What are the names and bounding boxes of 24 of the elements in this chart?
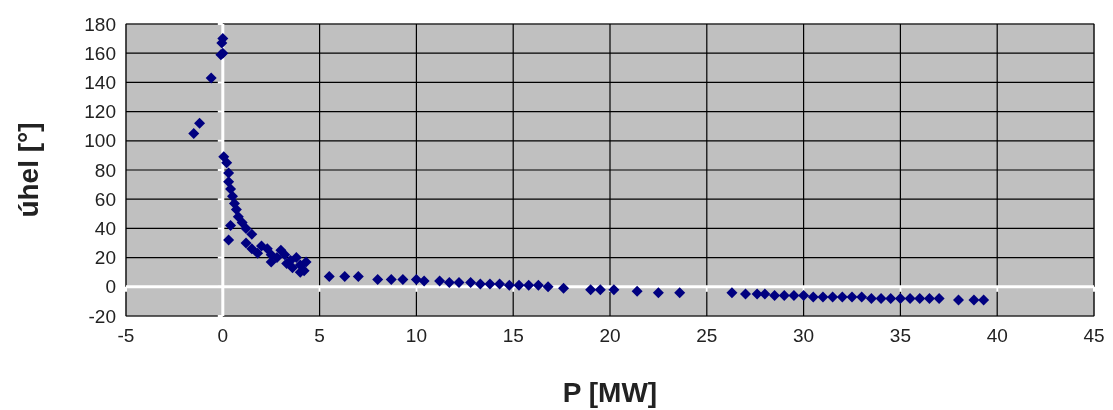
y-tick-label: 0 bbox=[105, 276, 116, 298]
y-tick-label: 40 bbox=[94, 218, 116, 240]
y-tick-label: 80 bbox=[94, 159, 116, 181]
x-tick-label: -5 bbox=[117, 325, 135, 346]
y-tick-label: 20 bbox=[94, 247, 116, 269]
x-tick-label: 10 bbox=[405, 325, 427, 346]
x-tick-label: 30 bbox=[793, 325, 815, 346]
y-tick-label: 160 bbox=[84, 42, 116, 64]
y-tick-label: 180 bbox=[84, 13, 116, 35]
y-tick-label: 100 bbox=[84, 130, 116, 152]
x-tick-label: 40 bbox=[986, 325, 1008, 346]
y-tick-label: 60 bbox=[94, 188, 116, 210]
y-tick-label: -20 bbox=[88, 305, 116, 327]
x-tick-label: 5 bbox=[314, 325, 325, 346]
y-axis-title: úhel [°] bbox=[13, 122, 44, 218]
x-tick-label: 0 bbox=[217, 325, 229, 346]
x-tick-label: 15 bbox=[502, 325, 524, 346]
y-tick-label: 140 bbox=[84, 72, 116, 94]
x-tick-label: 45 bbox=[1083, 325, 1105, 346]
y-tick-label: 120 bbox=[84, 101, 116, 123]
x-tick-label: 25 bbox=[696, 325, 718, 346]
x-tick-label: 35 bbox=[889, 325, 911, 346]
x-axis-title: P [MW] bbox=[562, 377, 658, 408]
x-tick-label: 20 bbox=[599, 325, 621, 346]
